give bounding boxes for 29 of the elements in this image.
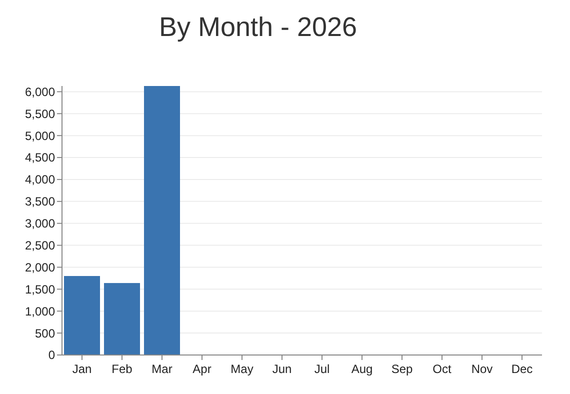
x-tick-label: Mar [152, 362, 172, 376]
y-tick-label: 4,500 [24, 150, 56, 165]
y-tick-label: 5,000 [24, 128, 56, 143]
x-tick-label: Apr [192, 362, 212, 376]
x-tick-label: Jul [314, 362, 330, 376]
y-tick-label: 6,000 [24, 84, 56, 99]
x-tick-label: May [230, 362, 254, 376]
x-tick-label: Nov [471, 362, 493, 376]
bar [64, 276, 100, 355]
x-tick-label: Feb [112, 362, 133, 376]
x-tick-label: Dec [511, 362, 533, 376]
y-tick-label: 5,500 [24, 106, 56, 121]
bar [144, 86, 180, 355]
x-tick-label: Sep [391, 362, 413, 376]
y-tick-label: 0 [48, 348, 56, 362]
y-tick-label: 1,500 [24, 282, 56, 296]
bar [104, 283, 140, 355]
y-tick-label: 500 [34, 326, 56, 340]
y-tick-label: 4,000 [24, 172, 56, 187]
y-tick-label: 2,500 [24, 238, 56, 252]
y-tick-label: 3,500 [24, 194, 56, 209]
x-tick-label: Jun [272, 362, 292, 376]
chart-title: By Month - 2026 [158, 12, 358, 42]
y-tick-label: 1,000 [24, 304, 56, 318]
x-tick-label: Oct [432, 362, 452, 376]
x-tick-label: Aug [351, 362, 373, 376]
y-tick-label: 2,000 [24, 260, 56, 274]
x-tick-label: Jan [72, 362, 92, 376]
y-tick-label: 3,000 [24, 216, 56, 231]
